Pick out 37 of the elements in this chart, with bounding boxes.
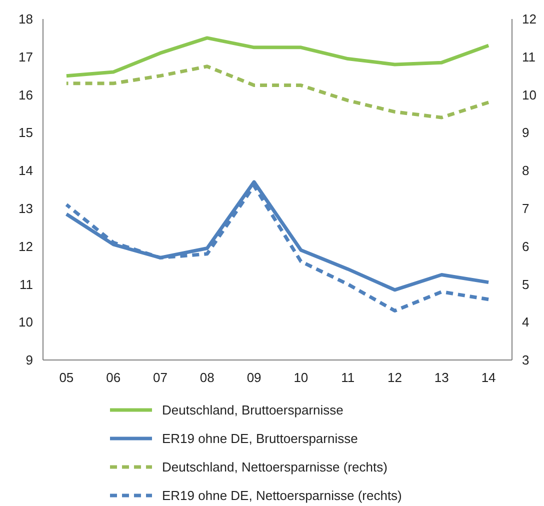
y2-tick-label: 3 (522, 352, 530, 368)
legend-label: ER19 ohne DE, Nettoersparnisse (rechts) (162, 488, 402, 504)
y-tick-label: 18 (18, 12, 33, 27)
y-tick-label: 16 (18, 87, 33, 102)
legend-label: Deutschland, Nettoersparnisse (rechts) (162, 460, 388, 475)
line-series (64, 184, 490, 312)
y-tick-label: 17 (18, 49, 33, 64)
y-tick-label: 9 (26, 352, 33, 368)
x-tick-label: 11 (341, 370, 355, 385)
y2-tick-label: 10 (522, 87, 536, 102)
y2-tick-label: 11 (522, 49, 536, 64)
line-series (64, 36, 490, 78)
legend-label: Deutschland, Bruttoersparnisse (162, 402, 344, 418)
y2-tick-label: 12 (522, 12, 536, 27)
y-tick-label: 15 (18, 125, 33, 140)
y-tick-label: 14 (18, 163, 33, 178)
y-tick-label: 12 (18, 238, 33, 254)
x-tick-label: 05 (59, 370, 74, 385)
y-tick-label: 11 (20, 276, 33, 292)
y2-tick-label: 6 (522, 238, 530, 254)
x-tick-label: 07 (153, 370, 168, 385)
x-tick-label: 14 (481, 370, 496, 385)
y-tick-label: 13 (18, 200, 33, 216)
y-tick-label: 10 (18, 314, 33, 330)
x-tick-label: 12 (388, 370, 402, 385)
legend-label: ER19 ohne DE, Bruttoersparnisse (162, 431, 358, 446)
x-tick-label: 08 (200, 370, 214, 385)
line-series (64, 64, 490, 120)
x-tick-label: 13 (434, 370, 449, 385)
x-tick-label: 09 (246, 370, 262, 385)
y2-tick-label: 4 (522, 314, 530, 330)
y2-tick-label: 8 (522, 163, 530, 178)
x-tick-label: 06 (106, 370, 121, 385)
y2-tick-label: 9 (522, 125, 530, 140)
y2-tick-label: 5 (522, 276, 530, 292)
x-tick-label: 10 (294, 370, 308, 385)
y2-tick-label: 7 (522, 200, 530, 216)
